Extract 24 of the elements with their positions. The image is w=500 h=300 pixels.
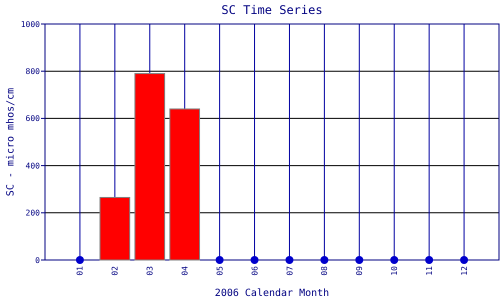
- y-tick-label: 800: [26, 67, 40, 76]
- x-tick-label: 01: [76, 266, 85, 276]
- x-tick-label: 07: [285, 266, 294, 276]
- x-tick-label: 12: [460, 266, 469, 276]
- bar: [134, 73, 166, 260]
- y-tick-label: 0: [35, 256, 40, 265]
- chart-title: SC Time Series: [221, 3, 323, 17]
- bar: [169, 108, 200, 260]
- y-axis-title: SC - micro mhos/cm: [6, 88, 16, 196]
- x-tick-label: 04: [180, 266, 190, 276]
- x-axis-title: 2006 Calendar Month: [214, 288, 330, 299]
- x-tick-label: 03: [146, 266, 155, 276]
- x-tick-label: 08: [320, 266, 330, 276]
- y-tick-label: 200: [26, 208, 40, 218]
- x-tick-label: 05: [215, 266, 224, 276]
- x-tick-label: 09: [355, 266, 364, 276]
- y-tick-label: 1000: [20, 20, 40, 29]
- bar: [100, 196, 130, 260]
- x-tick-label: 10: [390, 266, 400, 276]
- x-tick-label: 06: [250, 266, 260, 276]
- y-tick-label: 600: [26, 114, 40, 124]
- x-tick-label: 02: [110, 266, 120, 276]
- x-tick-label: 11: [424, 266, 434, 276]
- y-tick-label: 400: [26, 161, 40, 170]
